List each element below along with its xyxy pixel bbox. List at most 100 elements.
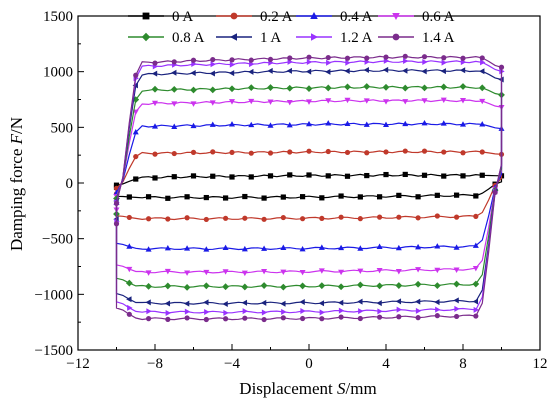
legend-item: 0.6 A — [378, 9, 455, 25]
series-marker — [319, 215, 325, 222]
series-marker — [421, 119, 428, 126]
legend-label: 0.6 A — [422, 9, 455, 25]
series-marker — [261, 216, 267, 222]
series-0A — [113, 171, 505, 201]
x-tick-label: 12 — [533, 356, 548, 372]
x-axis-title: Displacement S/mm — [239, 379, 376, 398]
series-marker — [344, 149, 351, 156]
series-marker — [395, 269, 402, 275]
x-tick-label: −12 — [66, 356, 89, 372]
series-marker — [222, 244, 229, 251]
series-marker — [435, 306, 441, 313]
series-marker — [125, 279, 133, 287]
series-marker — [415, 243, 422, 250]
series-marker — [248, 68, 254, 75]
series-marker — [210, 173, 216, 179]
series-marker — [460, 121, 466, 127]
series-marker — [338, 307, 345, 314]
series-marker — [319, 195, 325, 201]
series-marker — [305, 85, 313, 93]
series-marker — [472, 265, 479, 272]
series-marker — [440, 97, 447, 103]
y-axis-title: Damping force F/N — [7, 117, 26, 251]
legend-marker — [310, 12, 318, 19]
series-marker — [434, 192, 440, 198]
x-tick-label: −4 — [224, 356, 240, 372]
series-marker — [267, 122, 274, 128]
series-marker — [280, 300, 286, 307]
series-marker — [402, 120, 409, 127]
series-marker — [152, 60, 158, 66]
series-marker — [126, 266, 133, 273]
series-0_2A — [113, 148, 505, 223]
series-marker — [203, 269, 210, 276]
series-marker — [305, 68, 312, 75]
legend-label: 0 A — [172, 9, 193, 25]
series-marker — [280, 194, 286, 200]
series-marker — [280, 269, 287, 276]
y-tick-label: 1500 — [43, 9, 73, 25]
series-marker — [267, 67, 273, 74]
legend: 0 A 0.2 A 0.4 A 0.6 A 0.8 A 1 A 1.2 A 1.4 A — [128, 9, 455, 46]
series-marker — [242, 193, 248, 200]
series-marker — [300, 308, 306, 315]
series-marker — [337, 299, 344, 306]
series-marker — [261, 309, 268, 316]
series-marker — [453, 313, 460, 320]
series-marker — [242, 315, 248, 321]
series-marker — [383, 54, 389, 60]
series-marker — [422, 58, 428, 65]
series-marker — [190, 86, 197, 94]
series-marker — [222, 301, 228, 308]
series-marker — [183, 284, 191, 291]
series-marker — [222, 269, 229, 275]
series-marker — [338, 193, 344, 199]
series-marker — [203, 316, 209, 323]
legend-marker — [141, 32, 151, 42]
series-marker — [165, 216, 171, 222]
series-marker — [248, 150, 254, 156]
series-marker — [325, 173, 331, 179]
series-layer — [113, 53, 505, 323]
y-tick-label: 1000 — [43, 65, 73, 81]
series-marker — [132, 128, 139, 135]
series-marker — [453, 214, 460, 220]
series-marker — [376, 300, 382, 307]
series-marker — [396, 306, 403, 313]
series-marker — [324, 84, 332, 92]
series-marker — [479, 149, 485, 155]
series-marker — [325, 54, 331, 61]
series-marker — [261, 195, 267, 201]
series-marker — [229, 174, 235, 180]
series-marker — [260, 282, 268, 289]
series-marker — [383, 149, 389, 155]
series-marker — [364, 150, 370, 156]
series-marker — [403, 58, 409, 65]
series-marker — [126, 296, 132, 303]
series-marker — [281, 308, 287, 315]
series-line — [115, 150, 503, 221]
series-marker — [151, 85, 159, 93]
series-marker — [414, 280, 422, 288]
legend-label: 0.8 A — [172, 30, 205, 46]
series-marker — [306, 172, 312, 178]
series-marker — [454, 305, 460, 312]
series-marker — [127, 304, 133, 311]
series-marker — [165, 309, 172, 316]
series-marker — [306, 148, 312, 154]
series-marker — [165, 195, 171, 201]
series-marker — [267, 150, 274, 156]
series-marker — [325, 148, 331, 155]
series-marker — [396, 192, 402, 198]
series-marker — [286, 100, 293, 106]
series-marker — [402, 148, 408, 154]
series-marker — [395, 282, 403, 289]
series-marker — [203, 246, 210, 252]
series-marker — [338, 214, 344, 220]
series-marker — [441, 173, 447, 179]
series-line — [115, 122, 503, 251]
series-marker — [395, 244, 402, 251]
series-marker — [376, 314, 383, 320]
series-marker — [145, 216, 152, 222]
